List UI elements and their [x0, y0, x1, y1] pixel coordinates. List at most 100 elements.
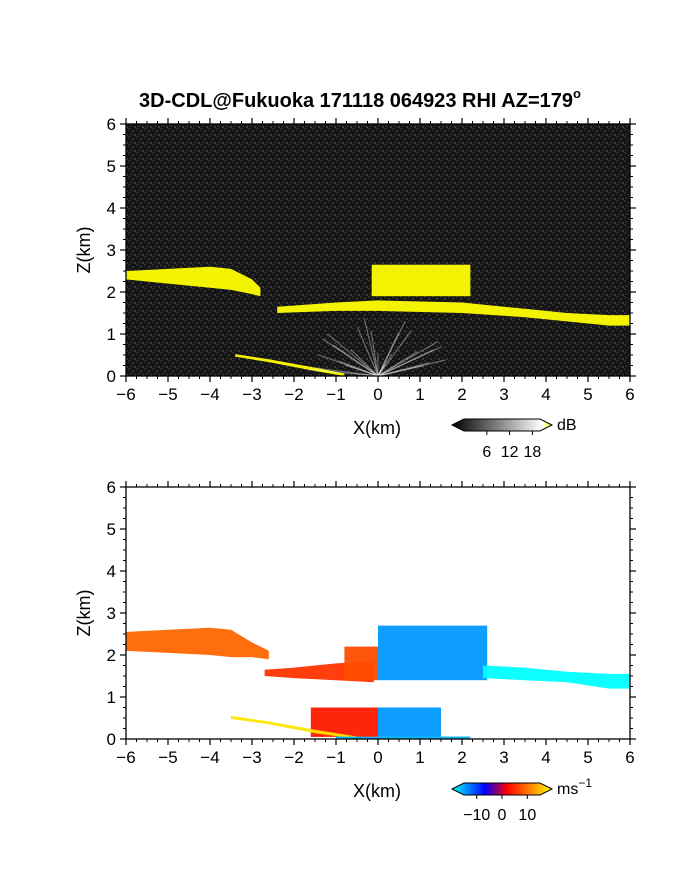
y-tick-label: 6: [107, 115, 116, 134]
fan-ray: [350, 348, 379, 376]
feature-cell-center: [371, 264, 471, 297]
fan-ray: [377, 363, 386, 376]
colorbar-body: [450, 418, 554, 432]
data-features: [126, 625, 630, 739]
x-tick-label: −2: [284, 748, 303, 767]
x-tick-label: 2: [457, 748, 466, 767]
y-tick-label: 4: [107, 562, 116, 581]
feature-cell-center-right: [378, 625, 488, 681]
fan-ray: [377, 359, 446, 376]
fan-ray: [327, 333, 379, 376]
fan-ray: [377, 351, 418, 376]
x-axis-label: X(km): [353, 781, 401, 801]
data-features: [126, 264, 630, 376]
fan-ray: [313, 367, 379, 376]
y-tick-label: 5: [107, 157, 116, 176]
y-tick-label: 1: [107, 688, 116, 707]
y-tick-label: 4: [107, 199, 116, 218]
x-tick-label: −6: [116, 385, 135, 404]
fan-ray: [322, 338, 379, 376]
x-tick-label: −3: [242, 748, 261, 767]
colorbar-label: ms−1: [557, 776, 592, 798]
feature-lower-right: [378, 707, 441, 737]
fan-ray: [332, 344, 379, 376]
colorbar-tick-label: 12: [501, 444, 519, 461]
colorbar-body: [450, 782, 554, 796]
colorbar-tick-label: −10: [463, 807, 490, 824]
x-tick-label: 3: [499, 385, 508, 404]
x-axis-label: X(km): [353, 418, 401, 438]
fan-ray: [377, 365, 424, 376]
fan-ray: [344, 364, 379, 376]
x-tick-label: −5: [158, 748, 177, 767]
x-tick-label: −4: [200, 748, 219, 767]
title-text: 3D-CDL@Fukuoka 171118 064923 RHI AZ=179: [139, 90, 573, 112]
feature-layer-mid: [277, 300, 630, 326]
y-tick-label: 0: [107, 730, 116, 749]
y-tick-label: 3: [107, 604, 116, 623]
fan-ray: [377, 321, 406, 376]
x-tick-label: −6: [116, 748, 135, 767]
colorbar: 6 12 18 dB: [450, 417, 577, 461]
x-tick-label: −4: [200, 385, 219, 404]
x-tick-label: 0: [373, 385, 382, 404]
fan-ray: [377, 330, 412, 376]
y-tick-label: 1: [107, 325, 116, 344]
x-tick-label: 6: [625, 385, 634, 404]
x-tick-label: −2: [284, 385, 303, 404]
title-degree: o: [573, 86, 581, 101]
y-axis-label: Z(km): [74, 590, 94, 637]
x-tick-label: 4: [541, 748, 550, 767]
colorbar-tick-label: 10: [518, 807, 536, 824]
x-tick-label: 0: [373, 748, 382, 767]
feature-ground-fan: [310, 318, 446, 376]
x-tick-label: −3: [242, 385, 261, 404]
feature-cell-center-left: [344, 646, 378, 681]
y-axis-label: Z(km): [74, 227, 94, 274]
colorbar-tick-label: 6: [482, 444, 491, 461]
fan-ray: [377, 349, 434, 376]
feature-layer-left-upper: [126, 266, 261, 297]
fan-ray: [356, 327, 379, 376]
x-tick-label: −1: [326, 385, 345, 404]
colorbar-tick-label: 18: [524, 444, 542, 461]
fan-ray: [317, 354, 379, 376]
feature-layer-right: [483, 665, 630, 689]
colorbar: −10 0 10 ms−1: [450, 776, 592, 824]
colorbar-tick-label: 0: [498, 807, 507, 824]
x-tick-label: 5: [583, 748, 592, 767]
x-tick-label: 1: [415, 748, 424, 767]
feature-lower-left-streak: [231, 715, 357, 739]
x-tick-label: 2: [457, 385, 466, 404]
plot-area: [126, 487, 630, 739]
fan-ray: [377, 362, 429, 376]
y-tick-label: 2: [107, 646, 116, 665]
fan-ray: [377, 346, 443, 376]
colorbar-label: dB: [557, 417, 577, 434]
fan-ray: [338, 360, 379, 376]
y-tick-label: 6: [107, 478, 116, 497]
x-tick-label: 5: [583, 385, 592, 404]
x-tick-label: 1: [415, 385, 424, 404]
y-tick-label: 2: [107, 283, 116, 302]
fan-ray: [310, 369, 379, 376]
x-tick-label: 3: [499, 748, 508, 767]
fan-ray: [363, 318, 379, 376]
y-tick-label: 5: [107, 520, 116, 539]
fan-ray: [377, 353, 393, 376]
y-tick-label: 0: [107, 367, 116, 386]
plot-area: [126, 124, 630, 376]
y-tick-label: 3: [107, 241, 116, 260]
figure-title: 3D-CDL@Fukuoka 171118 064923 RHI AZ=179o: [139, 86, 581, 112]
x-tick-label: −1: [326, 748, 345, 767]
x-tick-label: 6: [625, 748, 634, 767]
feature-layer-left-upper: [126, 627, 269, 660]
fan-ray: [377, 340, 439, 376]
fan-ray: [370, 330, 379, 376]
x-tick-label: 4: [541, 385, 550, 404]
fan-ray: [377, 332, 400, 376]
x-tick-label: −5: [158, 385, 177, 404]
